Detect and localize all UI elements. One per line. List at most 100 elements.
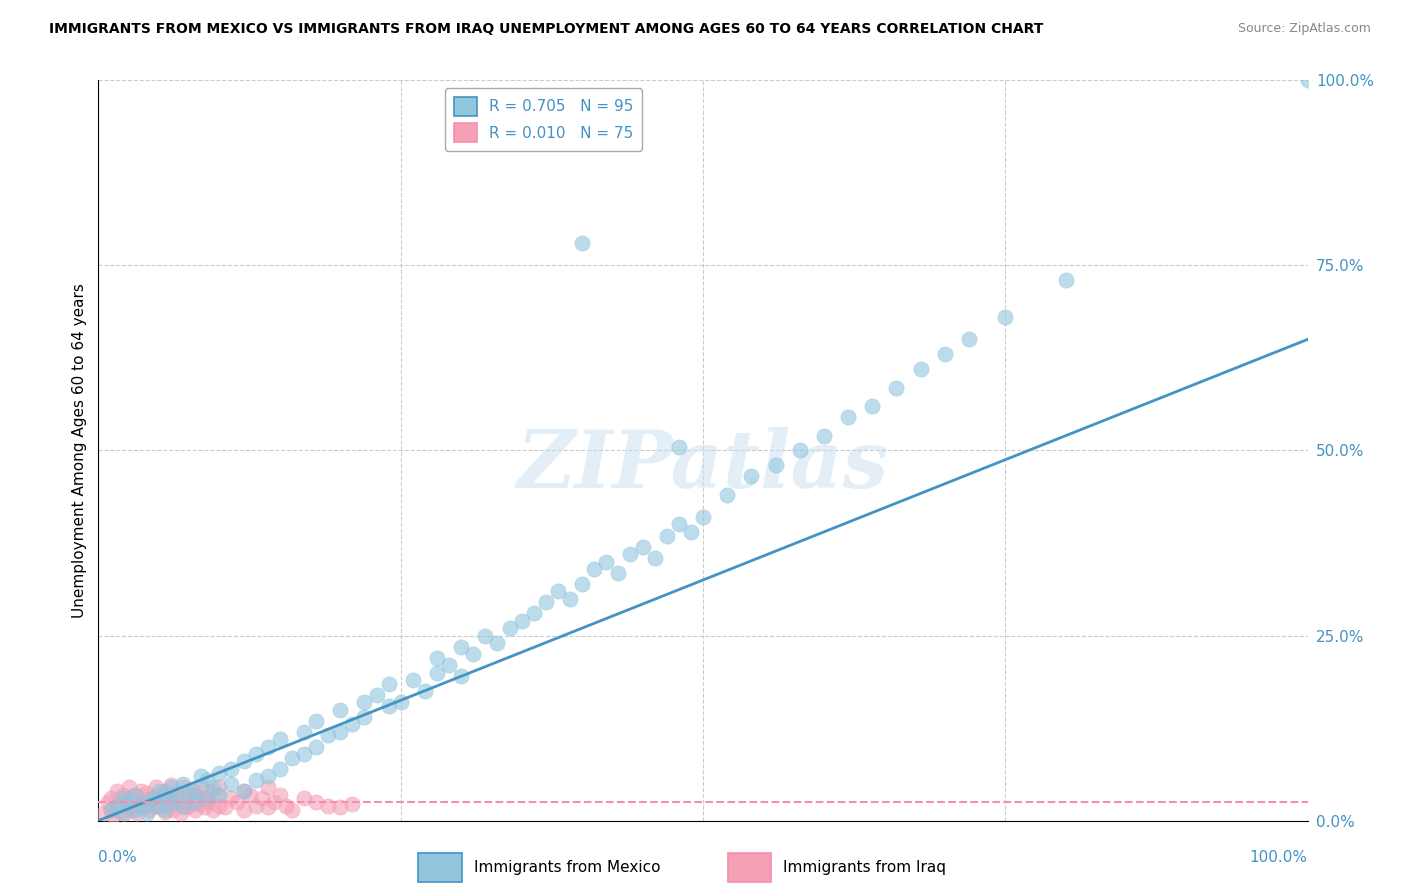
Point <box>232 803 254 817</box>
Point <box>644 550 666 565</box>
Point <box>377 698 399 713</box>
Point <box>692 510 714 524</box>
Point <box>837 410 859 425</box>
Point <box>292 791 315 805</box>
Point <box>607 566 630 580</box>
Point <box>631 540 654 554</box>
Point <box>184 795 207 809</box>
Point <box>198 784 221 798</box>
Point <box>166 793 188 807</box>
Point <box>245 772 267 787</box>
Point <box>202 803 225 817</box>
Point <box>118 780 141 795</box>
Point <box>195 791 218 805</box>
Point <box>342 717 364 731</box>
Text: 100.0%: 100.0% <box>1250 850 1308 865</box>
Point <box>179 789 201 804</box>
Point <box>366 688 388 702</box>
Point <box>316 798 339 813</box>
Point <box>263 795 285 809</box>
Text: Source: ZipAtlas.com: Source: ZipAtlas.com <box>1237 22 1371 36</box>
Point <box>668 440 690 454</box>
Point <box>181 784 204 798</box>
Point <box>105 784 128 798</box>
Point <box>121 803 143 817</box>
Point <box>160 778 183 792</box>
Point <box>208 765 231 780</box>
Point <box>111 791 134 805</box>
Point <box>498 621 520 635</box>
Point <box>957 333 980 347</box>
Point <box>93 806 115 821</box>
Point <box>111 806 134 821</box>
Point <box>174 800 197 814</box>
Point <box>124 803 146 817</box>
Point <box>256 800 278 814</box>
Point <box>583 562 606 576</box>
Point <box>195 795 218 809</box>
Point <box>208 780 231 795</box>
Point <box>281 803 304 817</box>
Point <box>195 772 218 787</box>
Point <box>274 798 297 813</box>
Point <box>153 803 176 817</box>
FancyBboxPatch shape <box>419 854 461 881</box>
Point <box>1054 273 1077 287</box>
Point <box>148 788 170 802</box>
Point <box>256 780 278 795</box>
Point <box>184 788 207 802</box>
Point <box>437 658 460 673</box>
Point <box>100 791 122 805</box>
Point <box>256 739 278 754</box>
Point <box>195 791 218 805</box>
Point <box>305 795 328 809</box>
Point <box>129 795 152 809</box>
Point <box>153 784 176 798</box>
Point <box>305 739 328 754</box>
Point <box>292 724 315 739</box>
Point <box>148 784 170 798</box>
Point <box>716 488 738 502</box>
Point <box>221 776 243 791</box>
Point <box>292 747 315 761</box>
Point <box>886 380 908 394</box>
Point <box>329 724 352 739</box>
Point <box>148 798 170 813</box>
Point <box>118 795 141 809</box>
Point <box>740 469 762 483</box>
Point <box>463 647 485 661</box>
Point <box>160 795 183 809</box>
Point <box>571 576 593 591</box>
Point <box>789 443 811 458</box>
Point <box>135 806 157 821</box>
Point <box>426 650 449 665</box>
Point <box>450 640 472 654</box>
Y-axis label: Unemployment Among Ages 60 to 64 years: Unemployment Among Ages 60 to 64 years <box>72 283 87 618</box>
Point <box>190 769 212 783</box>
Point <box>813 428 835 442</box>
Point <box>221 791 243 805</box>
Point <box>172 780 194 795</box>
Text: 0.0%: 0.0% <box>98 850 138 865</box>
Point <box>305 714 328 728</box>
Point <box>127 806 149 821</box>
Point <box>166 785 188 799</box>
Point <box>105 798 128 813</box>
Point <box>208 798 231 813</box>
Point <box>214 800 236 814</box>
Point <box>245 798 267 813</box>
Point <box>486 636 509 650</box>
Point <box>1296 73 1319 87</box>
Point <box>232 784 254 798</box>
Point <box>142 791 165 805</box>
Point <box>342 797 364 812</box>
Point <box>256 769 278 783</box>
Point <box>239 788 262 802</box>
Text: Immigrants from Iraq: Immigrants from Iraq <box>783 860 946 875</box>
Point <box>124 798 146 813</box>
Point <box>269 762 291 776</box>
Point <box>184 803 207 817</box>
Point <box>523 607 546 621</box>
Point <box>187 797 209 812</box>
Point <box>129 798 152 813</box>
